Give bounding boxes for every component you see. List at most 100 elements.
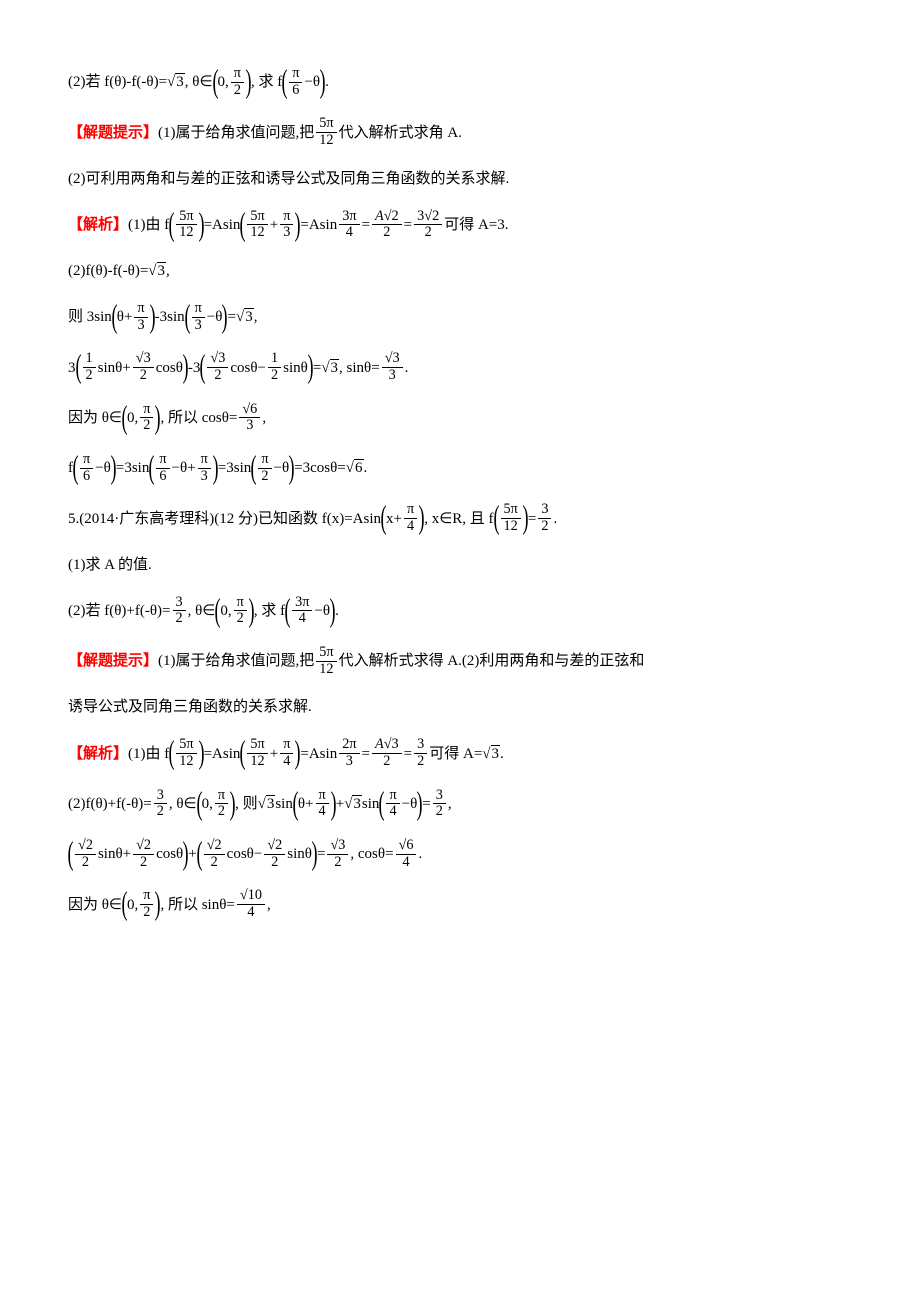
text: 5.(2014·广东高考理科)(12 分)已知函数 f(x)=Asin	[68, 507, 381, 531]
lparen: (	[282, 69, 288, 95]
text: ,	[254, 305, 258, 329]
text: =	[422, 792, 430, 816]
text: , θ∈	[169, 792, 197, 816]
text: 因为 θ∈	[68, 893, 122, 917]
frac: 2π3	[339, 737, 359, 769]
text: .	[553, 507, 557, 531]
p5-part1: (1)求 A 的值.	[68, 553, 868, 577]
text: cosθ	[156, 842, 183, 866]
frac: π4	[280, 737, 293, 769]
lparen: (	[379, 791, 385, 817]
text: =Asin	[300, 213, 337, 237]
lparen: (	[212, 69, 218, 95]
p5-sol1: 【解析】 (1)由 f ( 5π12 ) =Asin ( 5π12 + π4 )…	[68, 737, 868, 769]
rparen: )	[295, 212, 301, 238]
frac: π2	[215, 788, 228, 820]
text: =Asin	[204, 213, 241, 237]
frac: √32	[133, 351, 154, 383]
lparen: (	[72, 455, 78, 481]
frac: π2	[234, 595, 247, 627]
frac: 3π4	[339, 209, 359, 241]
text: sin	[275, 792, 293, 816]
frac: √22	[133, 838, 154, 870]
text: =3sin	[116, 456, 149, 480]
text: .	[364, 456, 368, 480]
rparen: )	[212, 455, 218, 481]
text: =3sin	[218, 456, 251, 480]
lparen: (	[75, 354, 81, 380]
frac: 32	[538, 502, 551, 534]
lparen: (	[196, 791, 202, 817]
text: −θ	[314, 599, 330, 623]
text: .	[335, 599, 339, 623]
text: (2)若 f(θ)-f(-θ)=	[68, 70, 167, 94]
p5-hint1: 【解题提示】 (1)属于给角求值问题,把 5π12 代入解析式求得 A.(2)利…	[68, 645, 868, 677]
sqrt3: 3	[321, 356, 339, 380]
text: cosθ	[156, 356, 183, 380]
text: 可得 A=	[429, 742, 482, 766]
p4-sol2-l1: (2)f(θ)-f(-θ)= 3 ,	[68, 259, 868, 283]
text: 3	[68, 356, 76, 380]
rparen: )	[295, 740, 301, 766]
lparen: (	[292, 791, 298, 817]
text: 0	[218, 70, 226, 94]
text: =	[404, 742, 412, 766]
text: 可得 A=3.	[444, 213, 508, 237]
frac: 12	[268, 351, 281, 383]
frac: 12	[83, 351, 96, 383]
frac: 32	[433, 788, 446, 820]
frac: π3	[192, 301, 205, 333]
frac: π4	[386, 788, 399, 820]
frac: π3	[134, 301, 147, 333]
rparen: )	[149, 304, 155, 330]
text: =Asin	[204, 742, 241, 766]
frac: √32	[327, 838, 348, 870]
rparen: )	[222, 304, 228, 330]
lparen: (	[285, 598, 291, 624]
frac: π4	[404, 502, 417, 534]
text: −θ	[274, 456, 290, 480]
text: sin	[362, 792, 380, 816]
frac: √64	[396, 838, 417, 870]
frac: √63	[239, 402, 260, 434]
text: =	[227, 305, 235, 329]
analysis-label: 【解析】	[68, 742, 128, 766]
text: −θ	[95, 456, 111, 480]
text: -3sin	[155, 305, 185, 329]
text: , θ∈	[185, 70, 213, 94]
text: θ+	[117, 305, 133, 329]
text: =	[404, 213, 412, 237]
frac: √22	[204, 838, 225, 870]
text: θ+	[298, 792, 314, 816]
lparen: (	[169, 740, 175, 766]
text: .	[500, 742, 504, 766]
frac: 5π12	[316, 116, 336, 148]
frac: A√32	[372, 737, 402, 769]
text: −θ	[304, 70, 320, 94]
text: −θ+	[172, 456, 196, 480]
lparen: (	[215, 598, 221, 624]
lparen: (	[200, 354, 206, 380]
frac: √32	[207, 351, 228, 383]
rparen: )	[417, 791, 423, 817]
rparen: )	[198, 212, 204, 238]
text: (1)属于给角求值问题,把	[158, 649, 314, 673]
text: ,	[262, 406, 266, 430]
frac: 3√22	[414, 209, 442, 241]
p5-sol2-l3: 因为 θ∈ ( 0, π2 ) , 所以 sinθ= √104 ,	[68, 888, 868, 920]
text: sinθ	[283, 356, 308, 380]
rparen: )	[522, 505, 528, 531]
frac: 32	[414, 737, 427, 769]
text: 则 3sin	[68, 305, 112, 329]
frac: 5π12	[247, 209, 267, 241]
frac: √33	[382, 351, 403, 383]
p4-sol2-l2: 则 3sin ( θ+ π3 ) -3sin ( π3 −θ ) = 3 ,	[68, 301, 868, 333]
text: ,	[166, 259, 170, 283]
text: , 求 f	[254, 599, 285, 623]
text: +	[188, 842, 196, 866]
p5-part2: (2)若 f(θ)+f(-θ)= 32 , θ∈ ( 0, π2 ) , 求 f…	[68, 595, 868, 627]
p5-sol2-l2: ( √22 sinθ+ √22 cosθ ) + ( √22 cosθ− √22…	[68, 838, 868, 870]
text: +	[270, 213, 278, 237]
p4-part2: (2)若 f(θ)-f(-θ)= 3 , θ∈ ( 0, π2 ) , 求 f …	[68, 66, 868, 98]
frac: 32	[173, 595, 186, 627]
